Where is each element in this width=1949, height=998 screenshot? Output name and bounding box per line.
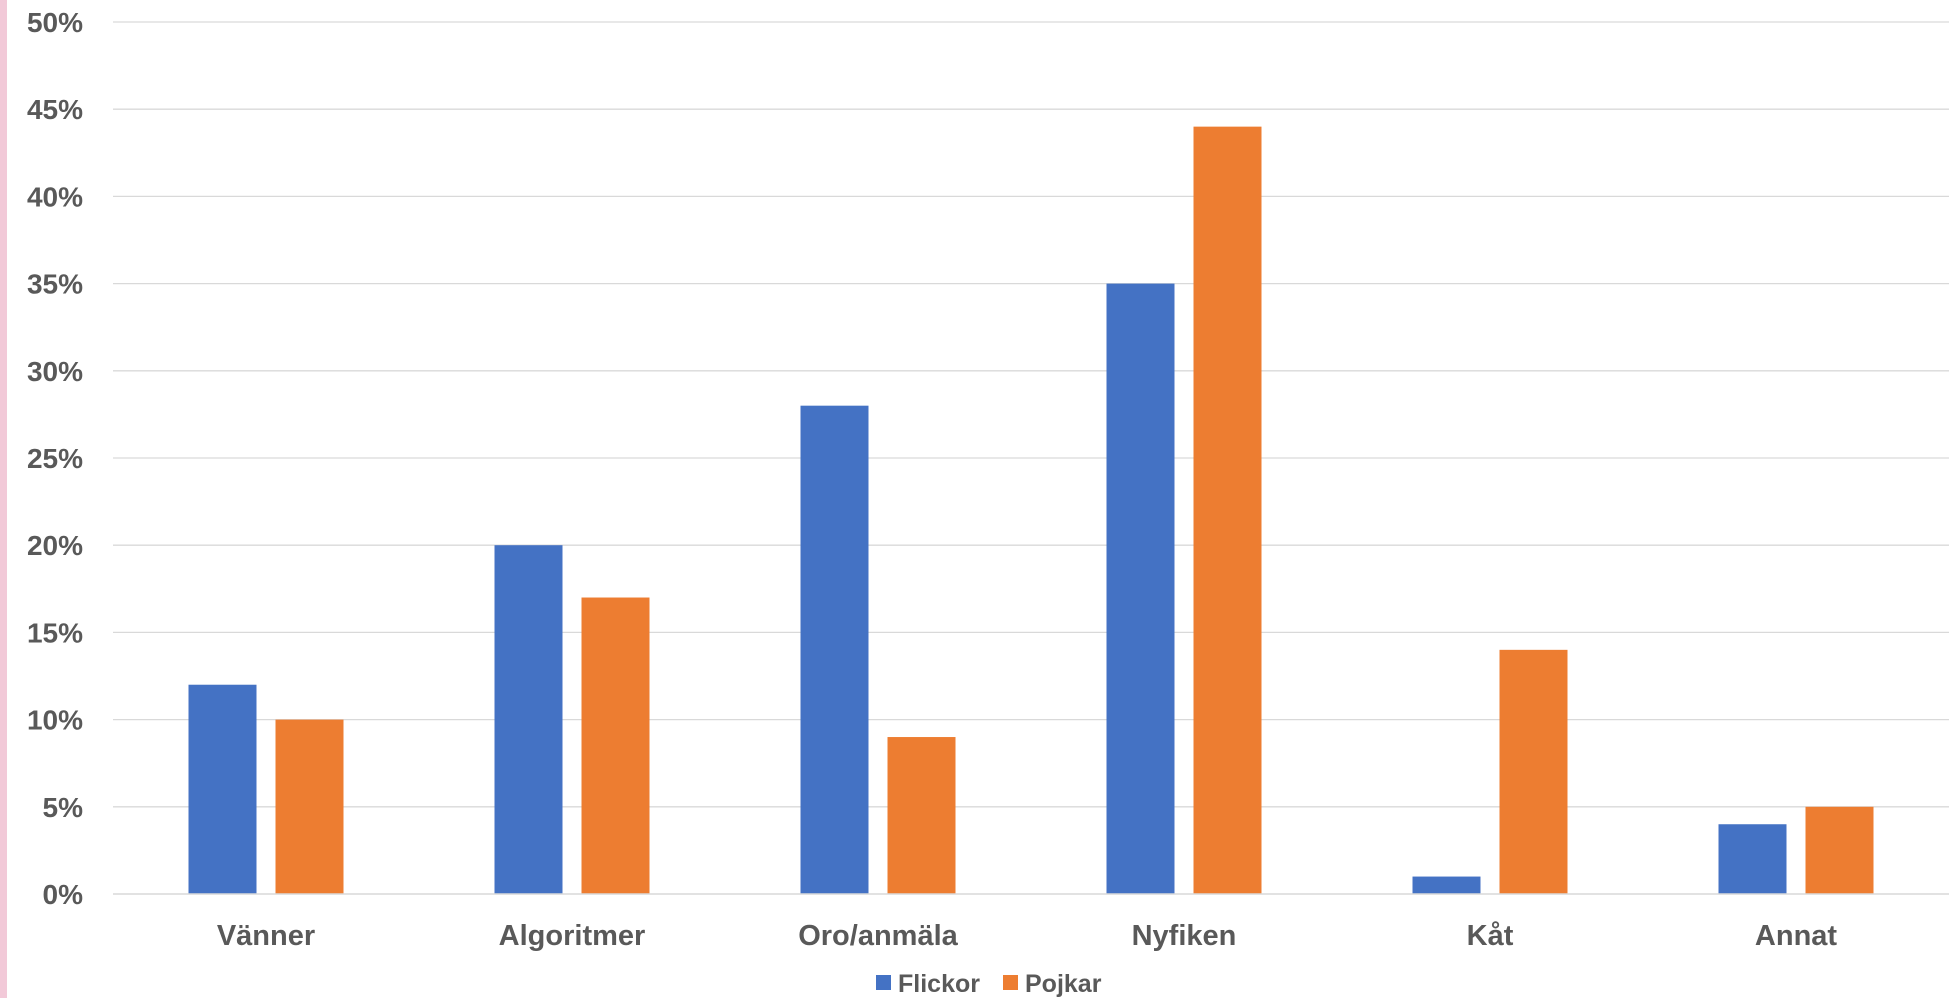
bar-pojkar-1 xyxy=(275,719,344,894)
y-tick-label: 10% xyxy=(27,705,83,736)
bars xyxy=(188,126,1874,895)
bar-flickor-3 xyxy=(800,405,869,894)
legend-swatch-flickor xyxy=(876,975,891,990)
legend-label-pojkar: Pojkar xyxy=(1025,970,1102,998)
y-tick-label: 15% xyxy=(27,617,83,648)
gridlines xyxy=(113,21,1949,808)
y-tick-label: 40% xyxy=(27,181,83,212)
bar-flickor-2 xyxy=(494,545,563,894)
x-category-label: Oro/anmäla xyxy=(798,920,958,952)
bar-pojkar-5 xyxy=(1499,649,1568,894)
y-tick-label: 25% xyxy=(27,443,83,474)
y-tick-label: 50% xyxy=(27,7,83,38)
y-tick-label: 45% xyxy=(27,94,83,125)
bar-flickor-6 xyxy=(1718,824,1787,894)
y-tick-label: 30% xyxy=(27,356,83,387)
bar-pojkar-3 xyxy=(887,737,956,894)
y-tick-label: 5% xyxy=(43,792,84,823)
bar-pojkar-6 xyxy=(1805,806,1874,894)
x-category-label: Kåt xyxy=(1467,920,1514,952)
bar-flickor-4 xyxy=(1106,283,1175,895)
x-category-label: Annat xyxy=(1755,920,1838,952)
x-category-label: Nyfiken xyxy=(1132,920,1237,952)
x-category-label: Vänner xyxy=(217,920,315,952)
y-tick-label: 20% xyxy=(27,530,83,561)
bar-flickor-1 xyxy=(188,684,257,894)
bar-pojkar-2 xyxy=(581,597,650,894)
bar-flickor-5 xyxy=(1412,876,1481,894)
y-tick-label: 0% xyxy=(43,879,84,910)
bar-pojkar-4 xyxy=(1193,126,1262,894)
legend-label-flickor: Flickor xyxy=(898,970,980,998)
y-axis-ticks: 0% 5% 10% 15% 20% 25% 30% 35% 40% 45% 50% xyxy=(27,7,83,910)
x-axis-labels: Vänner Algoritmer Oro/anmäla Nyfiken Kåt Anna… xyxy=(217,920,1838,952)
x-category-label: Algoritmer xyxy=(499,920,646,952)
legend-swatch-pojkar xyxy=(1003,975,1018,990)
legend: Flickor Pojkar xyxy=(876,970,1102,998)
y-tick-label: 35% xyxy=(27,269,83,300)
left-edge-strip xyxy=(0,0,7,998)
